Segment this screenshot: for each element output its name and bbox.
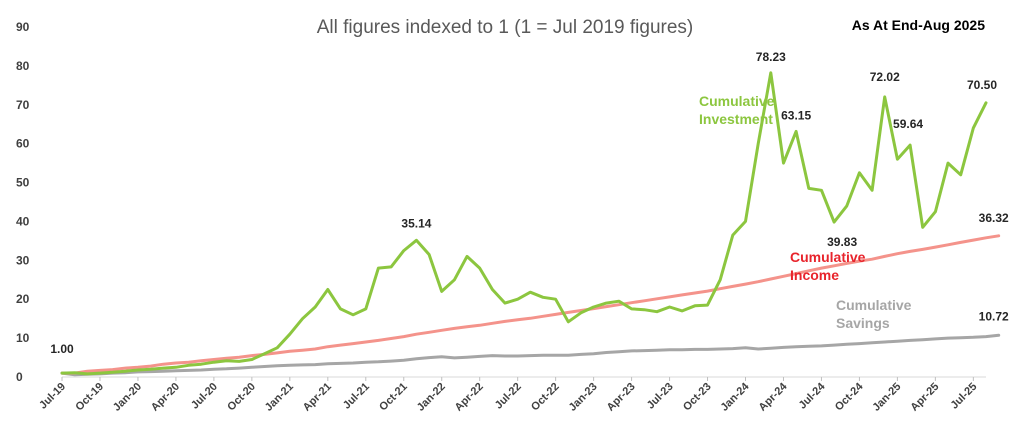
data-label: 70.50 — [967, 78, 997, 92]
data-label: 72.02 — [870, 70, 900, 84]
x-tick-label: Jul-22 — [493, 381, 524, 412]
y-tick-label: 20 — [16, 292, 30, 306]
x-tick-label: Jul-25 — [948, 381, 979, 412]
x-tick-label: Jul-23 — [645, 381, 676, 412]
y-tick-label: 90 — [16, 20, 30, 34]
x-tick-label: Oct-19 — [73, 381, 106, 414]
x-tick-label: Jan-22 — [415, 381, 448, 414]
data-label: 10.72 — [979, 309, 1009, 323]
y-tick-label: 0 — [16, 370, 23, 384]
x-tick-label: Oct-24 — [833, 380, 866, 413]
series-label-cumulative-investment: Cumulative Investment — [699, 93, 775, 127]
y-axis: 0 10 20 30 40 50 60 70 80 90 — [16, 20, 30, 384]
x-tick-label: Apr-21 — [301, 381, 334, 414]
data-label: 63.15 — [781, 108, 811, 122]
chart-title: All figures indexed to 1 (1 = Jul 2019 f… — [317, 17, 694, 38]
data-label: 39.83 — [827, 235, 857, 249]
x-tick-label: Apr-25 — [908, 381, 941, 414]
x-tick-label: Jul-21 — [341, 381, 372, 412]
series-label-cumulative-income: Cumulative Income — [790, 249, 866, 283]
y-tick-label: 40 — [16, 214, 30, 228]
y-tick-label: 80 — [16, 59, 30, 73]
series-line-cumulative-investment — [60, 71, 988, 376]
x-tick-label: Oct-23 — [681, 381, 714, 414]
series-label-cumulative-savings: Cumulative Savings — [836, 297, 912, 331]
x-tick-label: Jan-21 — [263, 381, 296, 414]
data-label: 78.23 — [756, 50, 786, 64]
y-tick-label: 10 — [16, 331, 30, 345]
y-tick-label: 70 — [16, 98, 30, 112]
x-tick-label: Apr-23 — [605, 381, 638, 414]
series-lines — [60, 71, 1001, 377]
x-tick-label: Oct-22 — [529, 381, 562, 414]
x-tick-label: Jan-20 — [111, 381, 144, 414]
series-labels: Cumulative Investment Cumulative Income Cumu… — [699, 93, 912, 331]
x-tick-label: Apr-24 — [756, 380, 790, 414]
data-label: 36.32 — [979, 211, 1009, 225]
x-tick-label: Oct-21 — [377, 381, 410, 414]
data-label: 1.00 — [50, 342, 74, 356]
y-tick-label: 30 — [16, 253, 30, 267]
y-tick-label: 50 — [16, 176, 30, 190]
x-tick-label: Jan-24 — [718, 380, 752, 414]
data-label: 35.14 — [401, 216, 431, 230]
x-tick-label: Oct-20 — [225, 381, 258, 414]
x-tick-label: Jan-23 — [567, 381, 600, 414]
x-tick-label: Jan-25 — [870, 381, 903, 414]
x-tick-label: Jul-20 — [189, 381, 220, 412]
x-tick-label: Apr-22 — [453, 381, 486, 414]
series-line-cumulative-savings — [60, 333, 1001, 377]
y-tick-label: 60 — [16, 137, 30, 151]
series-line-cumulative-income — [60, 234, 1001, 375]
x-tick-label: Jul-19 — [37, 381, 68, 412]
data-label: 59.64 — [893, 117, 923, 131]
x-tick-label: Jul-24 — [797, 380, 829, 412]
as-at-label: As At End-Aug 2025 — [852, 17, 985, 33]
x-axis: Jul-19 Oct-19 Jan-20 Apr-20 Jul-20 Oct-20 Jan-… — [37, 376, 986, 414]
x-tick-label: Apr-20 — [149, 381, 182, 414]
data-labels: 1.00 35.14 78.23 63.15 39.83 72.02 59.64 70.50 3… — [50, 50, 1009, 356]
